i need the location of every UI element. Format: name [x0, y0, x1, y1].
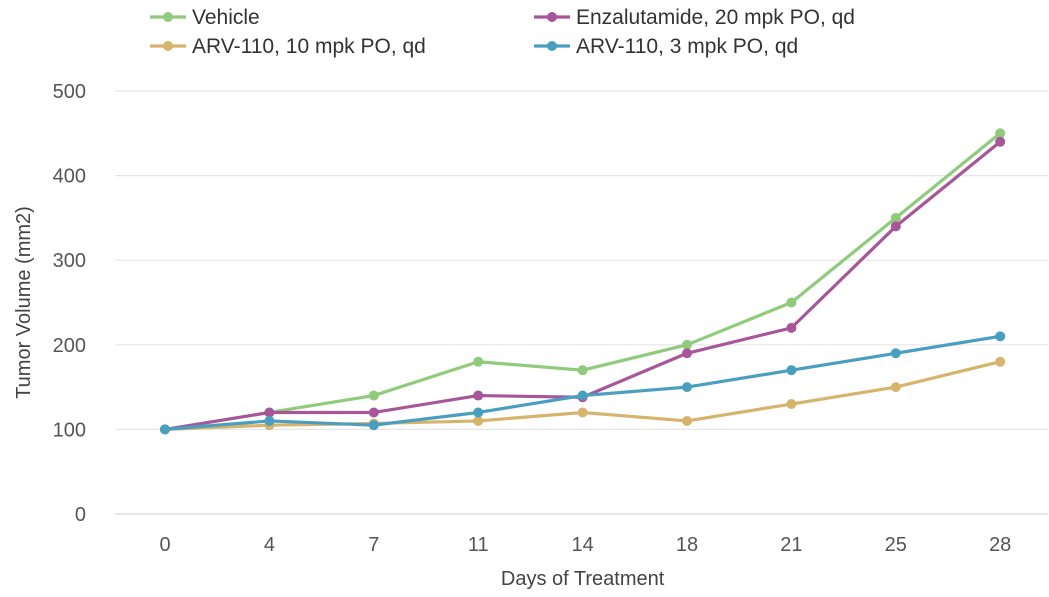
legend-item: ARV-110, 3 mpk PO, qd	[534, 35, 798, 58]
data-point	[890, 382, 901, 393]
data-point	[682, 382, 692, 393]
series-line	[163, 131, 1002, 431]
y-tick-label: 200	[53, 335, 86, 357]
legend-swatch-marker	[547, 41, 557, 51]
legend-item: Enzalutamide, 20 mpk PO, qd	[534, 6, 855, 29]
data-point	[890, 348, 901, 359]
legend-label: ARV-110, 10 mpk PO, qd	[192, 35, 426, 58]
x-tick-label: 28	[989, 534, 1011, 556]
y-tick-label: 0	[75, 504, 86, 526]
data-point	[786, 399, 797, 410]
data-point	[577, 365, 588, 376]
data-point	[577, 407, 588, 418]
y-axis-title: Tumor Volume (mm2)	[13, 206, 35, 399]
series-lines	[160, 128, 1006, 435]
data-point	[368, 420, 379, 431]
data-point	[473, 407, 484, 418]
data-point	[473, 415, 484, 426]
series-4	[160, 331, 1006, 435]
y-tick-label: 400	[53, 166, 86, 188]
data-point	[160, 424, 170, 435]
data-point	[890, 221, 901, 232]
series-line	[163, 140, 1002, 431]
data-point	[577, 390, 588, 401]
x-tick-label: 0	[159, 534, 170, 556]
data-point	[264, 407, 275, 418]
legend-swatch-marker	[547, 12, 557, 22]
data-point	[995, 136, 1006, 147]
legend-item: ARV-110, 10 mpk PO, qd	[150, 35, 426, 58]
x-tick-label: 7	[368, 534, 379, 556]
data-point	[473, 356, 484, 367]
legend: Vehicle Enzalutamide, 20 mpk PO, qd ARV-11…	[150, 6, 855, 58]
x-tick-label: 21	[780, 534, 802, 556]
legend-swatch-marker	[163, 41, 173, 51]
data-point	[264, 415, 275, 426]
data-point	[890, 212, 901, 223]
x-tick-label: 4	[264, 534, 275, 556]
data-point	[682, 348, 692, 359]
x-axis-title: Days of Treatment	[501, 568, 665, 590]
gridlines	[115, 90, 1048, 515]
data-point	[368, 390, 379, 401]
x-tick-label: 11	[468, 534, 489, 556]
data-point	[995, 331, 1006, 342]
y-tick-label: 300	[53, 250, 86, 272]
legend-label: Enzalutamide, 20 mpk PO, qd	[576, 6, 855, 29]
data-point	[682, 339, 692, 350]
data-point	[786, 322, 797, 333]
data-point	[995, 356, 1006, 367]
legend-label: ARV-110, 3 mpk PO, qd	[576, 35, 798, 58]
y-axis-ticks: 0 100 200 300 400 500	[53, 81, 86, 526]
y-tick-label: 100	[53, 419, 86, 441]
data-point	[995, 128, 1006, 139]
data-point	[682, 415, 692, 426]
x-axis-ticks: 0 4 7 11 14 18 21 25 28	[159, 534, 1011, 556]
legend-swatch-marker	[163, 12, 173, 22]
x-tick-label: 18	[676, 534, 698, 556]
series-1	[160, 128, 1006, 435]
x-tick-label: 25	[885, 534, 907, 556]
x-tick-label: 14	[571, 534, 593, 556]
legend-label: Vehicle	[192, 6, 260, 29]
data-point	[786, 365, 797, 376]
data-point	[786, 297, 797, 308]
data-point	[473, 390, 484, 401]
data-point	[368, 407, 379, 418]
legend-item: Vehicle	[150, 6, 260, 29]
y-tick-label: 500	[53, 81, 86, 103]
